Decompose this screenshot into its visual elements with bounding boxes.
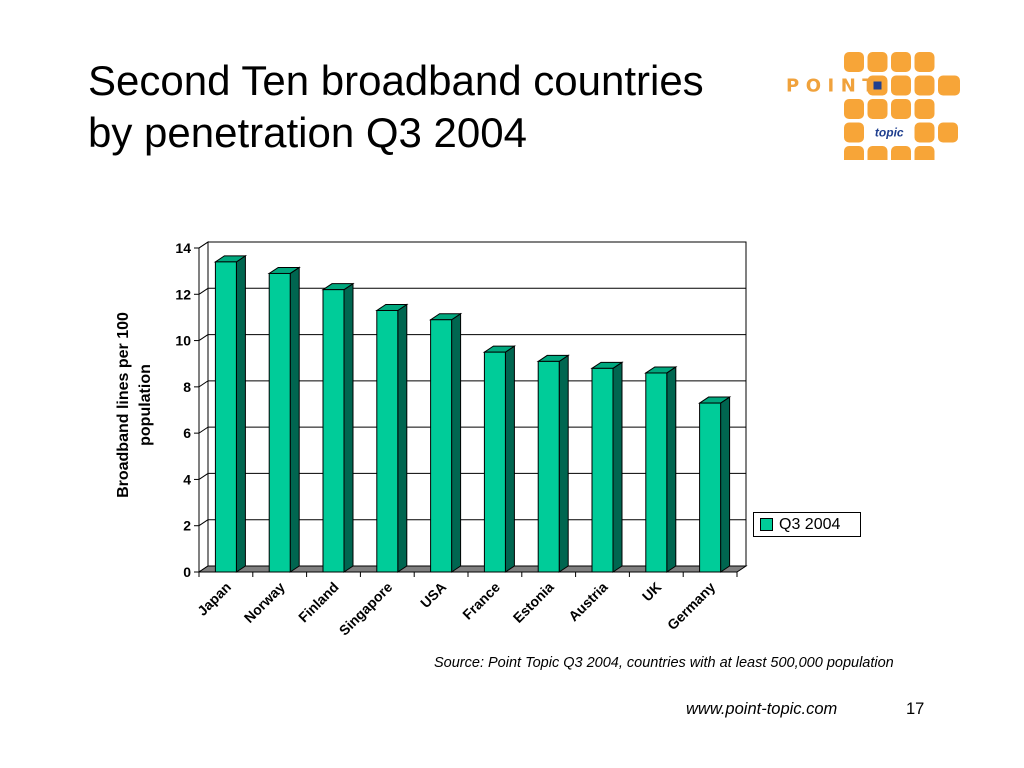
bar-norway — [267, 266, 301, 573]
legend-label: Q3 2004 — [779, 515, 841, 533]
slide-title-line-1: Second Ten broadband countries — [88, 57, 704, 104]
logo-square-1-2 — [891, 75, 911, 96]
logo-square-3-3 — [914, 122, 935, 143]
bar-side-2 — [343, 282, 354, 573]
bar-finland — [321, 282, 355, 573]
logo-square-0-0 — [844, 52, 864, 72]
bars — [213, 254, 732, 573]
logo-square-4-1 — [867, 146, 888, 160]
logo-square-4-3 — [914, 146, 935, 160]
bar-france — [482, 345, 517, 573]
logo-square-1-5 — [940, 75, 960, 96]
logo-square-0-1 — [867, 52, 888, 72]
bar-front-4 — [430, 319, 453, 573]
logo-square-2-1 — [867, 99, 888, 119]
bar-side-0 — [235, 254, 246, 573]
logo-square-0-2 — [891, 52, 911, 72]
bar-estonia — [536, 354, 570, 573]
logo-square-4-2 — [891, 146, 911, 160]
depth-stub-8 — [198, 380, 209, 388]
logo-square-2-0 — [844, 99, 864, 119]
x-tick-label-germany: Germany — [664, 579, 718, 633]
slide-title-line-2: by penetration Q3 2004 — [88, 109, 527, 156]
bar-usa — [428, 312, 463, 573]
y-tick-label-2: 2 — [183, 518, 191, 534]
logo-square-2-2 — [891, 99, 911, 119]
x-tick-label-japan: Japan — [194, 579, 234, 619]
y-axis-label-line-1: Broadband lines per 100 — [115, 312, 132, 498]
bar-germany — [697, 396, 732, 573]
y-tick-label-14: 14 — [175, 240, 191, 256]
x-tick-label-finland: Finland — [295, 579, 342, 626]
bar-side-9 — [720, 396, 731, 573]
logo-square-2-3 — [914, 99, 935, 119]
bar-front-3 — [376, 309, 399, 573]
bar-side-3 — [397, 303, 408, 573]
footer-url: www.point-topic.com — [686, 700, 838, 718]
y-axis-label-line-2: population — [137, 364, 154, 446]
bar-front-7 — [591, 367, 614, 573]
slide-title: Second Ten broadband countries by penetr… — [88, 55, 704, 159]
logo-square-4-0 — [844, 146, 864, 160]
logo-square-0-3 — [914, 52, 935, 72]
bar-singapore — [375, 303, 409, 573]
bar-front-1 — [268, 272, 291, 573]
logo-wordmark: POINT — [786, 76, 881, 97]
x-tick-label-usa: USA — [417, 579, 449, 611]
x-tick-label-norway: Norway — [241, 579, 288, 626]
bar-japan — [213, 254, 248, 573]
bar-side-5 — [504, 345, 515, 573]
depth-stub-12 — [198, 287, 209, 295]
bar-side-7 — [612, 361, 623, 573]
depth-stub-2 — [198, 519, 209, 527]
bar-front-2 — [322, 289, 345, 573]
logo-tagline-panel — [866, 122, 912, 143]
bar-front-8 — [645, 372, 668, 573]
x-tick-label-austria: Austria — [565, 579, 611, 625]
x-tick-label-singapore: Singapore — [336, 579, 396, 639]
y-tick-label-6: 6 — [183, 425, 191, 441]
bar-front-0 — [214, 261, 237, 573]
bar-side-4 — [451, 312, 462, 573]
source-note: Source: Point Topic Q3 2004, countries w… — [434, 655, 894, 671]
point-topic-logo: POINT topic — [786, 52, 960, 160]
bar-front-9 — [699, 402, 722, 573]
logo-square-3-4 — [938, 122, 958, 143]
bar-side-8 — [666, 366, 677, 573]
y-tick-label-12: 12 — [175, 286, 191, 302]
y-tick-label-10: 10 — [175, 333, 191, 349]
y-tick-label-4: 4 — [183, 471, 191, 487]
y-tick-label-0: 0 — [183, 564, 191, 580]
logo-blue-dot — [873, 81, 882, 90]
logo-grid — [844, 52, 960, 160]
logo-square-3-0 — [844, 122, 864, 143]
chart-legend: Q3 2004 — [753, 512, 861, 537]
bar-front-6 — [537, 360, 560, 573]
legend-swatch — [760, 518, 773, 531]
depth-stub-10 — [198, 334, 209, 341]
bar-uk — [644, 366, 678, 573]
bar-side-6 — [558, 354, 569, 573]
x-tick-label-uk: UK — [639, 579, 665, 605]
depth-stub-6 — [198, 426, 209, 434]
depth-stub-4 — [198, 473, 209, 480]
bar-austria — [590, 361, 624, 573]
logo-square-1-3 — [914, 75, 935, 96]
logo-tagline: topic — [875, 126, 904, 140]
page-number: 17 — [906, 700, 925, 718]
bar-front-5 — [483, 351, 506, 573]
y-axis-label: Broadband lines per 100 population — [115, 312, 154, 498]
bar-side-1 — [289, 266, 300, 573]
x-tick-label-france: France — [459, 579, 503, 623]
x-tick-label-estonia: Estonia — [510, 579, 557, 626]
y-tick-label-8: 8 — [183, 379, 191, 395]
y-ticks: 0 2 4 6 8 10 12 14 — [175, 240, 199, 580]
